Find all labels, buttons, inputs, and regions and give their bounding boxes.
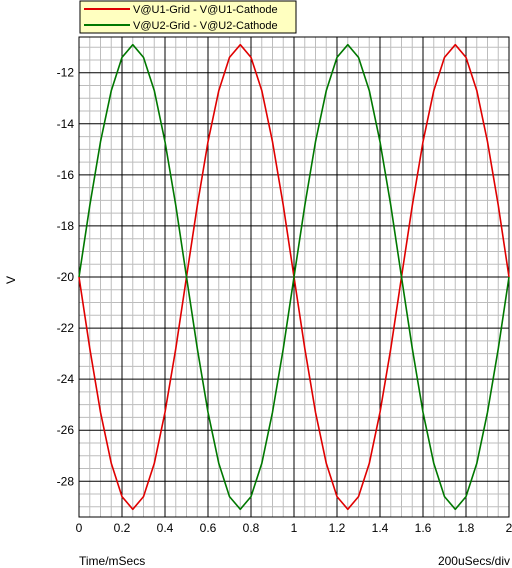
x-tick-label: 1.4 <box>372 521 389 535</box>
y-tick-label: -16 <box>57 168 75 182</box>
x-tick-label: 1.6 <box>415 521 432 535</box>
series-lines <box>78 43 510 511</box>
x-tick-label: 0.8 <box>243 521 260 535</box>
time-scale-note: 200uSecs/div <box>437 554 510 568</box>
legend-label-series-2: V@U2-Grid - V@U2-Cathode <box>133 20 278 32</box>
x-tick-label: 1.2 <box>329 521 346 535</box>
y-axis-label: V <box>4 276 18 284</box>
y-tick-label: -26 <box>57 423 75 437</box>
x-tick-label: 1.8 <box>458 521 475 535</box>
y-tick-label: -24 <box>57 372 75 386</box>
legend-box <box>79 0 297 34</box>
x-tick-label: 0.6 <box>200 521 217 535</box>
y-tick-labels: -12 -14 -16 -18 -20 -22 -24 -26 -28 <box>57 66 75 489</box>
x-tick-label: 0.2 <box>114 521 131 535</box>
x-tick-label: 0 <box>76 521 83 535</box>
y-tick-label: -22 <box>57 321 75 335</box>
x-tick-label: 0.4 <box>157 521 174 535</box>
x-axis-label: Time/mSecs <box>79 554 146 568</box>
y-tick-label: -20 <box>57 270 75 284</box>
x-tick-label: 2 <box>506 521 512 535</box>
legend: V@U1-Grid - V@U1-Cathode V@U2-Grid - V@U… <box>79 0 297 34</box>
x-tick-label: 1 <box>291 521 298 535</box>
legend-label-series-1: V@U1-Grid - V@U1-Cathode <box>133 4 278 16</box>
y-tick-label: -14 <box>57 117 75 131</box>
y-tick-label: -18 <box>57 219 75 233</box>
y-tick-label: -28 <box>57 474 75 488</box>
x-tick-labels: 0 0.2 0.4 0.6 0.8 1 1.2 1.4 1.6 1.8 2 <box>76 521 512 535</box>
series-line-2 <box>78 43 510 511</box>
y-tick-label: -12 <box>57 66 75 80</box>
